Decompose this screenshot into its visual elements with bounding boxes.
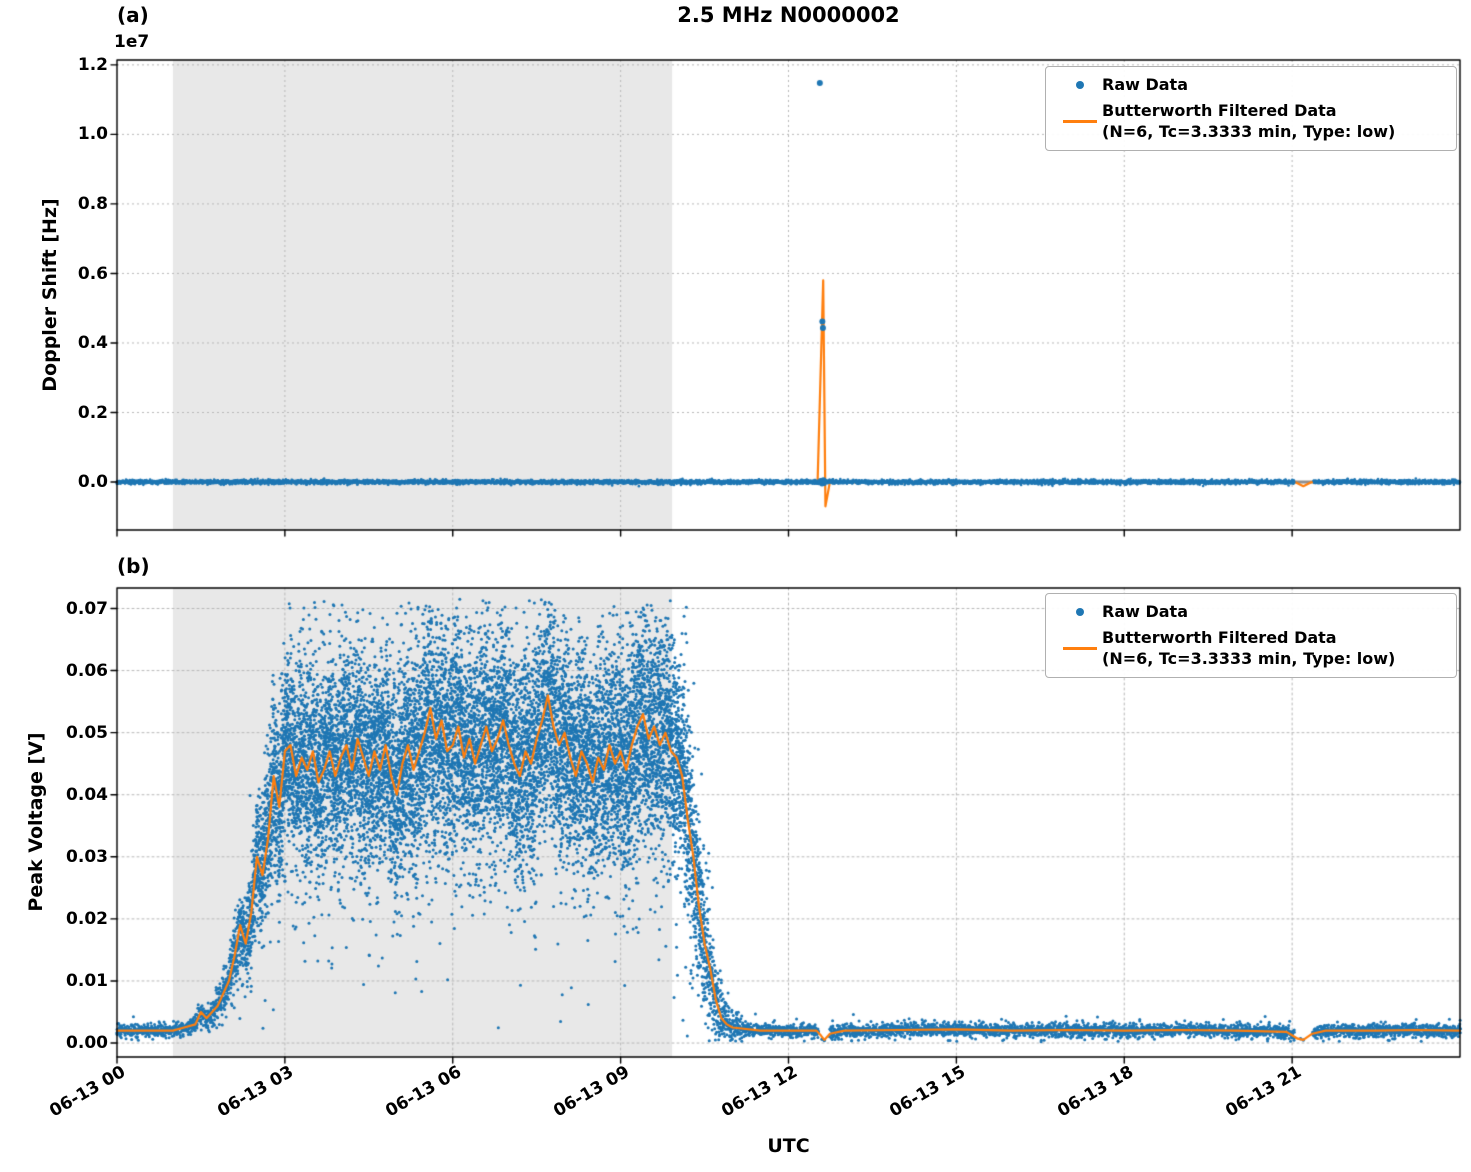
ytick-label: 0.05	[66, 723, 108, 743]
legend-raw-label: Raw Data	[1102, 75, 1188, 94]
ytick-label: 0.6	[77, 263, 108, 284]
y-axis-label-a: Doppler Shift [Hz]	[39, 198, 61, 392]
legend-item-raw: Raw Data	[1058, 602, 1444, 623]
ytick-label: 0.03	[66, 847, 108, 867]
panel-a-label: (a)	[117, 3, 149, 27]
legend-filtered-line1: Butterworth Filtered Data	[1102, 627, 1337, 647]
legend-a: Raw Data Butterworth Filtered Data (N=6,…	[1045, 66, 1457, 152]
ytick-label: 0.06	[66, 661, 108, 681]
legend-raw-label: Raw Data	[1102, 602, 1188, 621]
legend-item-raw: Raw Data	[1058, 75, 1444, 96]
ytick-label: 0.8	[77, 194, 108, 214]
raw-data-marker-icon	[1058, 81, 1102, 90]
ytick-label: 1.2	[77, 55, 108, 75]
figure-title: 2.5 MHz N0000002	[677, 3, 900, 27]
ytick-label: 0.04	[66, 785, 108, 805]
ytick-label: 0.0	[77, 472, 108, 492]
legend-filtered-label: Butterworth Filtered Data (N=6, Tc=3.333…	[1102, 628, 1395, 670]
ytick-label: 0.02	[66, 909, 108, 929]
raw-data-marker-icon	[1058, 608, 1102, 617]
ytick-label: 0.01	[66, 971, 108, 991]
filtered-line-icon	[1058, 647, 1102, 651]
legend-item-filtered: Butterworth Filtered Data (N=6, Tc=3.333…	[1058, 628, 1444, 670]
ytick-label: 1.0	[77, 124, 108, 145]
panel-b-label: (b)	[117, 554, 150, 578]
x-axis-label: UTC	[767, 1135, 810, 1157]
ytick-label: 0.4	[77, 333, 108, 353]
legend-filtered-line2: (N=6, Tc=3.3333 min, Type: low)	[1102, 121, 1396, 141]
y-axis-offset-text: 1e7	[114, 32, 150, 52]
y-axis-label-b: Peak Voltage [V]	[25, 732, 47, 912]
ytick-label: 0.2	[77, 402, 108, 423]
legend-filtered-line1: Butterworth Filtered Data	[1102, 100, 1337, 120]
legend-filtered-line2: (N=6, Tc=3.3333 min, Type: low)	[1102, 648, 1396, 668]
ytick-label: 0.00	[66, 1033, 108, 1053]
legend-filtered-label: Butterworth Filtered Data (N=6, Tc=3.333…	[1102, 101, 1395, 143]
filtered-line-icon	[1058, 120, 1102, 124]
ytick-label: 0.07	[66, 598, 108, 619]
legend-item-filtered: Butterworth Filtered Data (N=6, Tc=3.333…	[1058, 101, 1444, 143]
legend-b: Raw Data Butterworth Filtered Data (N=6,…	[1045, 593, 1457, 679]
